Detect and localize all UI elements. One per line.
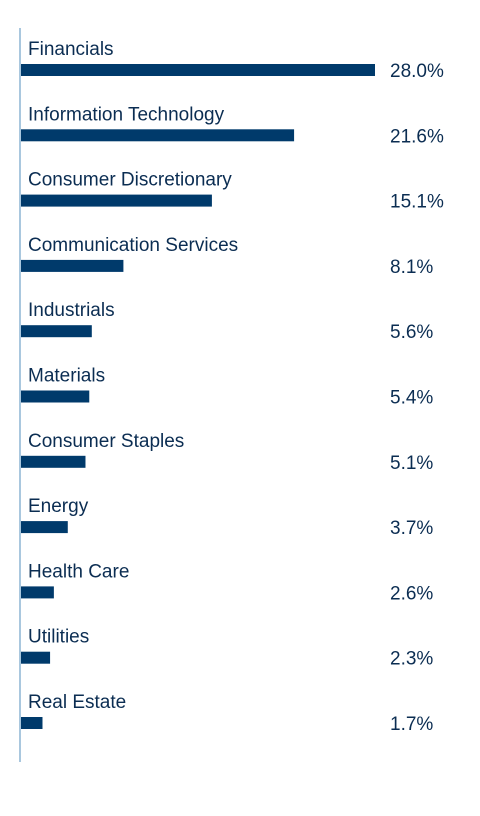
bar xyxy=(21,455,86,468)
value-label: 5.6% xyxy=(390,322,433,343)
bar xyxy=(21,325,92,338)
category-label: Consumer Discretionary xyxy=(28,170,232,191)
category-label: Communication Services xyxy=(28,235,238,256)
value-label: 8.1% xyxy=(390,257,433,278)
value-label: 15.1% xyxy=(390,192,444,213)
value-label: 28.0% xyxy=(390,61,444,82)
bar xyxy=(21,390,90,403)
bar xyxy=(21,194,212,207)
bar xyxy=(21,64,375,76)
value-label: 2.3% xyxy=(390,649,433,670)
category-label: Information Technology xyxy=(28,104,225,125)
bars-group: Financials 28.0% Information Technology 21.… xyxy=(21,39,444,735)
value-label: 5.4% xyxy=(390,388,433,409)
value-label: 5.1% xyxy=(390,453,433,474)
category-label: Consumer Staples xyxy=(28,431,184,452)
category-label: Financials xyxy=(28,39,114,60)
bar xyxy=(21,129,295,142)
category-label: Health Care xyxy=(28,561,129,582)
category-label: Real Estate xyxy=(28,692,126,713)
category-label: Energy xyxy=(28,496,89,517)
bar xyxy=(21,717,43,729)
bar xyxy=(21,521,68,534)
category-label: Industrials xyxy=(28,300,115,321)
category-label: Utilities xyxy=(28,627,89,648)
value-label: 21.6% xyxy=(390,126,444,147)
bar xyxy=(21,259,124,272)
value-label: 2.6% xyxy=(390,583,433,604)
value-label: 1.7% xyxy=(390,714,433,735)
bar xyxy=(21,586,54,599)
bar xyxy=(21,651,51,664)
category-label: Materials xyxy=(28,366,105,387)
value-label: 3.7% xyxy=(390,518,433,539)
